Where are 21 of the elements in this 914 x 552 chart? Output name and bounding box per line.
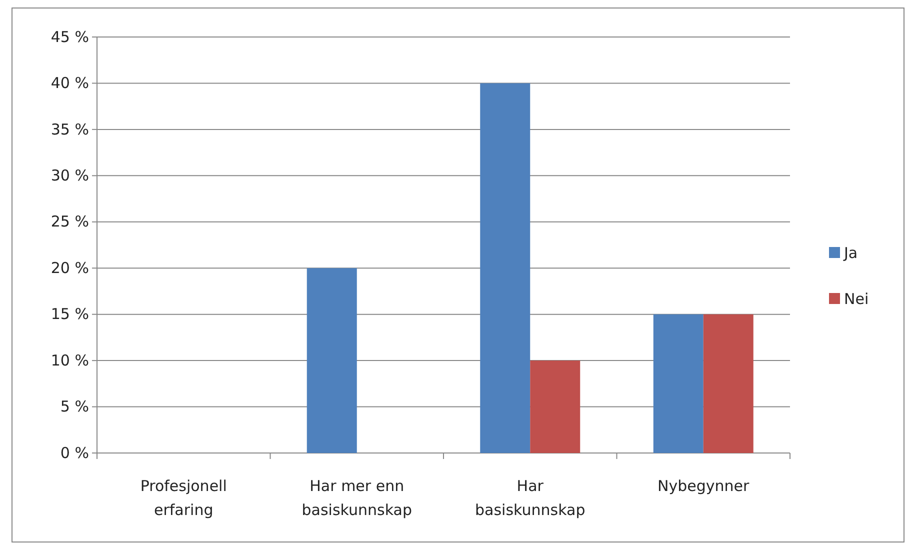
y-tick-label: 35 % xyxy=(50,120,89,138)
bar xyxy=(653,314,704,453)
x-tick-label: Har mer enn basiskunnskap xyxy=(302,477,412,519)
y-tick-label: 0 % xyxy=(60,444,89,462)
y-tick-label: 20 % xyxy=(50,258,89,277)
y-tick-label: 45 % xyxy=(50,28,89,46)
y-tick-label: 40 % xyxy=(50,74,89,92)
bar xyxy=(306,268,357,453)
x-tick-label: Profesjonell erfaring xyxy=(140,477,227,519)
legend-label: Nei xyxy=(844,290,869,308)
y-tick-label: 30 % xyxy=(50,166,89,184)
y-tick-label: 5 % xyxy=(60,398,89,416)
legend-label: Ja xyxy=(843,244,858,262)
x-tick-label: Har basiskunnskap xyxy=(475,477,586,519)
bar xyxy=(703,314,754,453)
y-tick-label: 10 % xyxy=(50,351,89,370)
y-tick-label: 25 % xyxy=(50,212,89,231)
bar xyxy=(530,360,580,453)
y-tick-label: 15 % xyxy=(50,305,89,324)
bar xyxy=(480,83,530,453)
x-tick-label: Nybegynner xyxy=(658,477,750,495)
